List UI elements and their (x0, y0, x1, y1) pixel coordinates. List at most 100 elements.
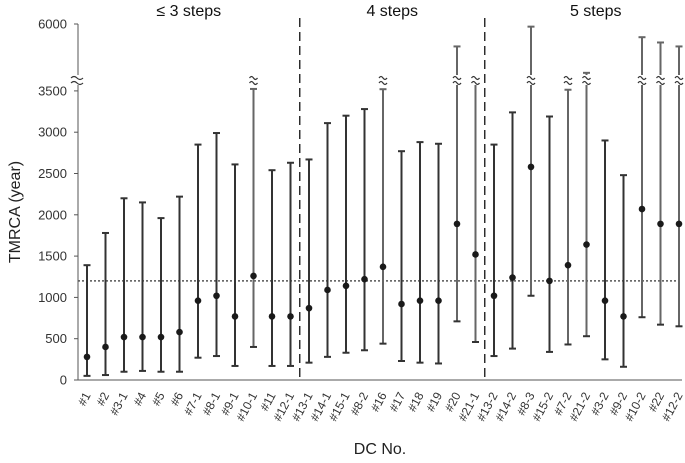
y-axis-title: TMRCA (year) (7, 161, 24, 263)
group-label: 4 steps (366, 3, 418, 20)
bar-break-mark (452, 75, 462, 81)
y-axis-break-mask (70, 75, 86, 85)
data-point (490, 292, 498, 300)
x-tick-label: #3-2 (588, 390, 612, 418)
bar-break-mark (637, 75, 647, 81)
bar-break-mark (656, 80, 665, 86)
group-layer: ≤ 3 steps 4 steps 5 steps (156, 3, 622, 380)
data-point (583, 241, 590, 248)
bar-break-mark (249, 75, 258, 81)
bar-break-mask (526, 75, 536, 85)
y-tick-label: 2500 (38, 166, 67, 181)
data-point (398, 300, 405, 308)
data-point (213, 292, 220, 300)
data-point (361, 275, 368, 283)
marks-layer (83, 25, 683, 377)
x-tick-label: #6 (168, 390, 187, 409)
data-point (194, 297, 202, 305)
bar-break-mark (471, 75, 480, 81)
y-tick-label: 2000 (38, 207, 67, 222)
bar-break-mark (471, 80, 480, 86)
data-point (342, 282, 350, 290)
category-labels-layer: #1 #2#3-1 #4 #5 #6#7-1#8-1#9-1#10-1#11#12-1#… (75, 390, 685, 424)
data-point (305, 304, 313, 312)
bar-break-mark (249, 80, 258, 86)
x-tick-label: #17 (386, 390, 408, 415)
data-point (83, 353, 91, 361)
x-tick-label: #16 (368, 390, 390, 415)
data-point (675, 220, 683, 228)
bar-break-mark (563, 75, 573, 81)
data-point (416, 297, 424, 305)
bar-break-mask (655, 75, 666, 85)
bar-break-mark (378, 75, 388, 81)
bar-break-mask (378, 75, 388, 85)
x-tick-label: #1 (75, 390, 94, 409)
x-tick-label: #8-1 (200, 390, 224, 418)
x-tick-label: #3-1 (107, 390, 131, 418)
bar-break-mark (582, 80, 591, 86)
x-tick-label: #7-1 (181, 390, 205, 418)
bar-break-mark (582, 75, 591, 81)
y-tick-label: 1500 (38, 249, 67, 264)
x-tick-label: #19 (423, 390, 445, 415)
data-point (324, 286, 331, 294)
data-point (157, 333, 165, 341)
chart-static: TMRCA (year) DC No. (7, 24, 682, 458)
y-tick-label: 1000 (38, 290, 67, 305)
y-axis-break-mark (70, 75, 84, 81)
bar-break-mask (452, 75, 462, 85)
bar-break-mark (656, 75, 665, 81)
data-point (231, 313, 239, 320)
bar-break-mask (248, 75, 259, 85)
data-point (509, 274, 516, 281)
bar-break-mark (378, 80, 388, 86)
data-point (139, 333, 146, 341)
y-tick-label: 6000 (38, 17, 67, 32)
bar-break-mask (674, 75, 684, 85)
bar-break-mark (452, 80, 462, 86)
bar-break-mark (526, 75, 536, 81)
data-point (435, 297, 442, 305)
x-tick-label: #2 (94, 390, 113, 409)
data-point (638, 205, 646, 213)
bar-break-mask (581, 75, 592, 85)
data-point (379, 263, 387, 271)
x-tick-label: #5 (149, 390, 168, 409)
data-point (601, 297, 609, 305)
group-label: 5 steps (570, 3, 622, 20)
data-point (527, 163, 535, 171)
y-axis-break-mark (70, 80, 84, 86)
axis-break-layer (70, 75, 684, 86)
y-tick-label: 500 (45, 331, 67, 346)
x-axis-title: DC No. (354, 441, 406, 458)
y-tick-label: 3000 (38, 125, 67, 140)
data-point (287, 313, 294, 320)
group-label: ≤ 3 steps (156, 3, 221, 20)
bar-break-mask (637, 75, 647, 85)
bar-break-mask (470, 75, 481, 85)
bar-break-mark (526, 80, 536, 86)
bar-break-mark (637, 80, 647, 86)
x-tick-label: #4 (131, 390, 150, 409)
y-tick-label: 3500 (38, 83, 67, 98)
data-point (176, 328, 183, 336)
data-point (620, 313, 627, 320)
bar-break-mark (674, 75, 684, 81)
y-tick-label: 0 (60, 373, 67, 388)
data-point (546, 277, 553, 285)
data-point (102, 343, 109, 351)
x-tick-label: #8-2 (348, 390, 372, 418)
data-point (453, 220, 461, 228)
bar-break-mark (674, 80, 684, 86)
data-point (120, 333, 128, 341)
bar-break-mask (563, 75, 573, 85)
data-point (250, 272, 257, 280)
y-ticks-layer: 0 500 1000 1500 2000 2500 3000 3500 6000 (38, 17, 78, 388)
x-tick-label: #18 (405, 390, 427, 415)
data-point (268, 313, 276, 320)
data-point (564, 261, 572, 269)
data-point (657, 220, 664, 228)
data-point (472, 251, 479, 258)
